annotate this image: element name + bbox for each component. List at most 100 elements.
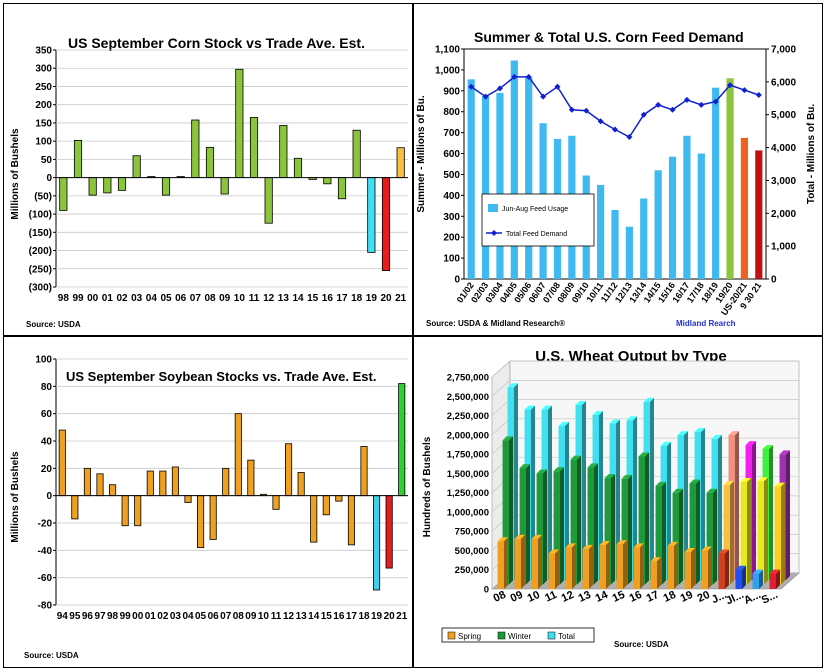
bar-side-winter-12 bbox=[577, 455, 582, 585]
bar-top-total-09 bbox=[524, 405, 536, 410]
x-tick-label: 98 bbox=[107, 611, 119, 622]
total-demand-point bbox=[712, 98, 719, 105]
bar-05 bbox=[197, 495, 205, 549]
bar-spring-Jl... bbox=[735, 569, 743, 589]
total-demand-point bbox=[554, 83, 561, 90]
feed-bar-13/14 bbox=[640, 198, 648, 279]
bar-winter-09 bbox=[519, 468, 527, 585]
bar-winter-18 bbox=[672, 492, 680, 585]
bar-winter-15 bbox=[621, 478, 629, 585]
bar-side-winter-10 bbox=[543, 469, 548, 585]
corn-feed-y2label: Total - Millions of Bu. bbox=[806, 104, 817, 205]
x-tick-label: 96 bbox=[82, 611, 94, 622]
bar-02 bbox=[117, 177, 127, 191]
bar-top-winter-08 bbox=[502, 436, 514, 441]
bar-01 bbox=[146, 470, 154, 497]
y-tick-label: -60 bbox=[38, 573, 53, 584]
bar-winter-S... bbox=[774, 486, 782, 585]
x-tick-label: 99 bbox=[120, 611, 132, 622]
y-tick-label: -40 bbox=[38, 546, 53, 557]
soy-stock-source: Source: USDA bbox=[24, 651, 79, 660]
x-tick-label: 13 bbox=[296, 611, 308, 622]
bar-98 bbox=[59, 177, 68, 211]
bar-top-spring-A... bbox=[752, 569, 764, 574]
x-tick-label: 14 bbox=[594, 588, 611, 604]
bar-side-total-15 bbox=[633, 416, 638, 580]
y-tick-label: 2,000,000 bbox=[447, 430, 489, 441]
bar-top-winter-20 bbox=[706, 488, 718, 493]
bar-13 bbox=[297, 472, 305, 497]
bar-11 bbox=[272, 495, 280, 510]
bar-side-winter-Jl... bbox=[747, 477, 752, 585]
bar-00 bbox=[88, 177, 97, 196]
total-demand-point bbox=[640, 111, 647, 118]
x-tick-label: 08 bbox=[233, 611, 245, 622]
x-tick-label: 19 bbox=[371, 611, 383, 622]
bar-top-total-12 bbox=[575, 401, 587, 406]
bar-side-spring-10 bbox=[538, 534, 543, 589]
x-tick-label: J... bbox=[710, 589, 729, 606]
bar-03 bbox=[171, 466, 179, 497]
bar-side-spring-20 bbox=[708, 546, 713, 589]
x-tick-label: 18 bbox=[351, 293, 363, 304]
feed-bar-17/18 bbox=[697, 153, 705, 279]
bar-spring-16 bbox=[633, 547, 641, 589]
bar-09 bbox=[220, 177, 229, 195]
bar-spring-20 bbox=[701, 550, 709, 589]
y-tick-label: 500,000 bbox=[455, 546, 489, 557]
bar-side-spring-A... bbox=[759, 569, 764, 589]
bar-top-winter-11 bbox=[553, 467, 565, 472]
x-tick-label: 11 bbox=[271, 611, 282, 622]
bar-top-winter-09 bbox=[519, 464, 531, 469]
bar-top-total-J... bbox=[728, 431, 740, 436]
bar-top-winter-15 bbox=[621, 474, 633, 479]
y-tick-label: (250) bbox=[29, 264, 52, 275]
y-tick-label: 0 bbox=[484, 585, 489, 596]
y-tick-label: 200 bbox=[443, 233, 460, 244]
bar-side-total-19 bbox=[701, 427, 706, 580]
bar-top-total-20 bbox=[711, 434, 723, 439]
bar-side-total-08 bbox=[514, 383, 519, 580]
x-tick-label: 20 bbox=[380, 293, 392, 304]
x-tick-label: 15 bbox=[321, 611, 333, 622]
x-tick-label: 03 bbox=[170, 611, 182, 622]
bar-top-winter-19 bbox=[689, 479, 701, 484]
legend-label: Jun-Aug Feed Usage bbox=[502, 206, 568, 213]
wheat-ylabel: Hundreds of Bushels bbox=[422, 436, 433, 537]
bar-spring-14 bbox=[599, 545, 607, 589]
bar-99 bbox=[121, 495, 129, 527]
total-demand-point bbox=[568, 106, 575, 113]
x-tick-label: 19 bbox=[366, 293, 378, 304]
feed-bar-05/06 bbox=[525, 77, 533, 280]
x-tick-label: 02 bbox=[157, 611, 169, 622]
y-tick-label: 60 bbox=[41, 409, 53, 420]
x-tick-label: S... bbox=[760, 589, 780, 607]
x-tick-label: 11 bbox=[543, 589, 559, 605]
x-tick-label: 02 bbox=[116, 293, 128, 304]
x-tick-label: 12 bbox=[263, 293, 275, 304]
bar-side-winter-18 bbox=[679, 488, 684, 585]
bar-spring-18 bbox=[667, 545, 675, 589]
bar-side-total-Jl... bbox=[752, 441, 757, 580]
y-tick-label: -80 bbox=[38, 601, 53, 612]
bar-side-total-13 bbox=[599, 411, 604, 580]
bar-top-winter-A... bbox=[757, 477, 769, 482]
bar-06 bbox=[209, 495, 217, 540]
bar-top-total-16 bbox=[643, 397, 655, 402]
bar-18 bbox=[360, 446, 368, 497]
y-tick-label: 0 bbox=[46, 173, 52, 184]
bar-94 bbox=[58, 429, 66, 497]
total-demand-point bbox=[612, 126, 618, 133]
feed-bar-18/19 bbox=[712, 87, 720, 279]
wheat-chart: U.S. Wheat Output by Type Hundreds of Bu… bbox=[422, 348, 800, 649]
total-demand-point bbox=[655, 101, 662, 108]
y-tick-label: 40 bbox=[41, 437, 53, 448]
bar-96 bbox=[83, 467, 91, 497]
bar-side-winter-19 bbox=[696, 479, 701, 585]
bar-top-winter-Jl... bbox=[740, 477, 752, 482]
y-tick-label: 1,500,000 bbox=[447, 469, 489, 480]
bar-21 bbox=[396, 147, 405, 179]
bar-side-spring-08 bbox=[504, 537, 509, 589]
bar-top-total-10 bbox=[541, 405, 553, 410]
y-tick-label: 150 bbox=[35, 118, 52, 129]
